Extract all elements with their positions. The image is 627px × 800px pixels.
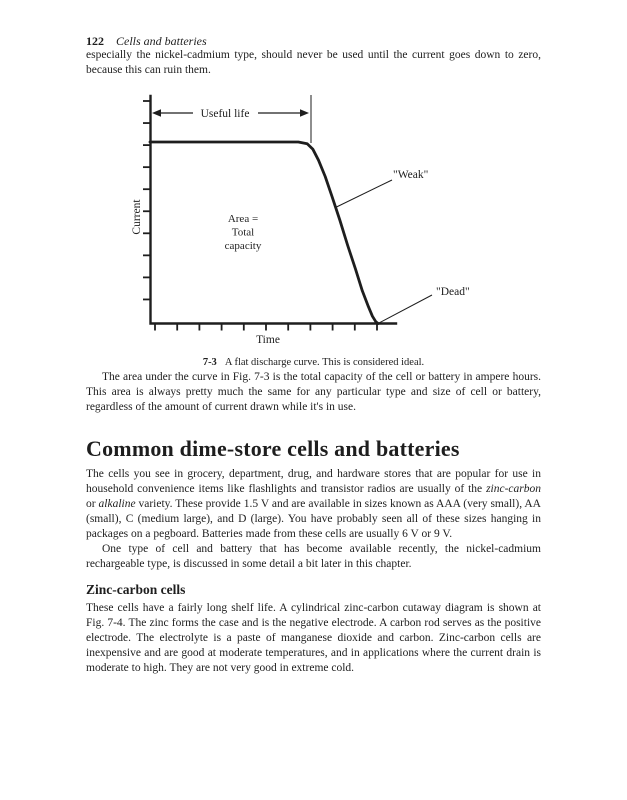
useful-life-arrow-right-head-icon	[300, 109, 309, 117]
chart-axes	[149, 94, 398, 325]
x-axis-label: Time	[256, 334, 280, 344]
dead-callout-line	[378, 294, 433, 324]
weak-callout-line	[336, 179, 393, 208]
page-number: 122	[86, 34, 104, 48]
section-heading: Common dime-store cells and batteries	[86, 436, 460, 461]
figure-7-3: Useful life Area = Total capacity "Weak"…	[86, 92, 541, 344]
subsection-heading: Zinc-carbon cells	[86, 582, 186, 597]
area-note-line2: Total	[232, 227, 254, 239]
y-axis-ticks	[143, 100, 151, 301]
weak-label: "Weak"	[393, 169, 428, 181]
paragraph-nicad-note: One type of cell and battery that has be…	[86, 543, 541, 570]
paragraph-intro: especially the nickel-cadmium type, shou…	[86, 49, 541, 76]
discharge-curve-line	[148, 140, 380, 325]
useful-life-label: Useful life	[201, 108, 250, 120]
y-axis-label: Current	[131, 199, 143, 235]
x-axis-ticks	[154, 324, 378, 331]
area-note-line3: capacity	[225, 240, 262, 252]
area-note-line1: Area =	[228, 213, 258, 225]
paragraph-zinc-carbon: These cells have a fairly long shelf lif…	[86, 602, 541, 674]
dead-label: "Dead"	[436, 286, 470, 298]
running-head: 122 Cells and batteries	[86, 34, 541, 48]
paragraph-area-under-curve: The area under the curve in Fig. 7-3 is …	[86, 371, 541, 413]
figure-number: 7-3	[202, 357, 217, 368]
useful-life-arrow-left-head-icon	[152, 109, 161, 117]
discharge-curve-chart: Useful life Area = Total capacity "Weak"…	[131, 94, 470, 344]
paragraph-dime-store: The cells you see in grocery, department…	[86, 468, 541, 540]
figure-caption-text: A flat discharge curve. This is consider…	[224, 357, 425, 368]
figure-caption: 7-3 A flat discharge curve. This is consi…	[86, 356, 541, 370]
chapter-title: Cells and batteries	[116, 34, 207, 48]
